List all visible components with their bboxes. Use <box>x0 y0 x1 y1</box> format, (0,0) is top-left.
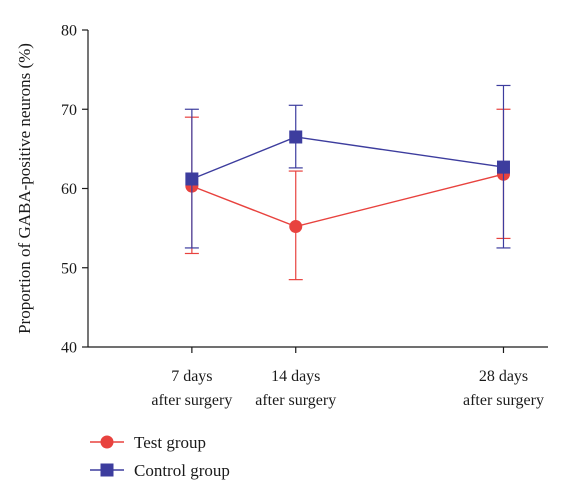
data-point <box>185 172 199 186</box>
legend-item: Control group <box>90 461 230 480</box>
legend-label: Test group <box>134 433 206 452</box>
x-tick-label: after surgery <box>151 392 232 409</box>
x-tick-label: 14 days <box>271 368 320 385</box>
series-line <box>191 173 504 228</box>
legend-marker <box>100 435 114 449</box>
data-point <box>289 220 303 234</box>
axes <box>87 30 548 348</box>
legend-marker <box>100 463 114 477</box>
y-axis-title: Proportion of GABA-positive neurons (%) <box>15 43 34 334</box>
x-tick-label: 28 days <box>479 368 528 385</box>
legend-item: Test group <box>90 433 206 452</box>
x-tick-label: after surgery <box>463 392 544 409</box>
y-tick-label: 50 <box>61 260 77 277</box>
series-test-group <box>184 108 511 281</box>
data-point <box>496 160 510 174</box>
plot-area <box>184 84 511 281</box>
legend: Test group Control group <box>90 433 230 480</box>
y-tick-label: 80 <box>61 23 77 40</box>
series-control-group <box>184 84 511 249</box>
x-tick-label: after surgery <box>255 392 336 409</box>
y-tick-label: 70 <box>61 102 77 119</box>
y-tick-label: 60 <box>61 181 77 198</box>
y-tick-label: 40 <box>61 340 77 357</box>
legend-label: Control group <box>134 461 230 480</box>
x-ticks: 7 days after surgery 14 days after surgery 2… <box>151 347 544 409</box>
x-tick-label: 7 days <box>171 368 212 385</box>
data-point <box>289 130 303 144</box>
series-line <box>191 136 504 180</box>
y-ticks: 40 50 60 70 80 <box>61 23 88 357</box>
